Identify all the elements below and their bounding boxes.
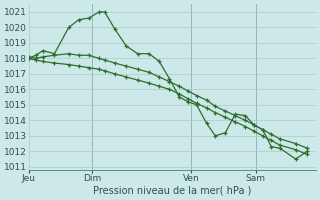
X-axis label: Pression niveau de la mer( hPa ): Pression niveau de la mer( hPa ) — [93, 186, 252, 196]
